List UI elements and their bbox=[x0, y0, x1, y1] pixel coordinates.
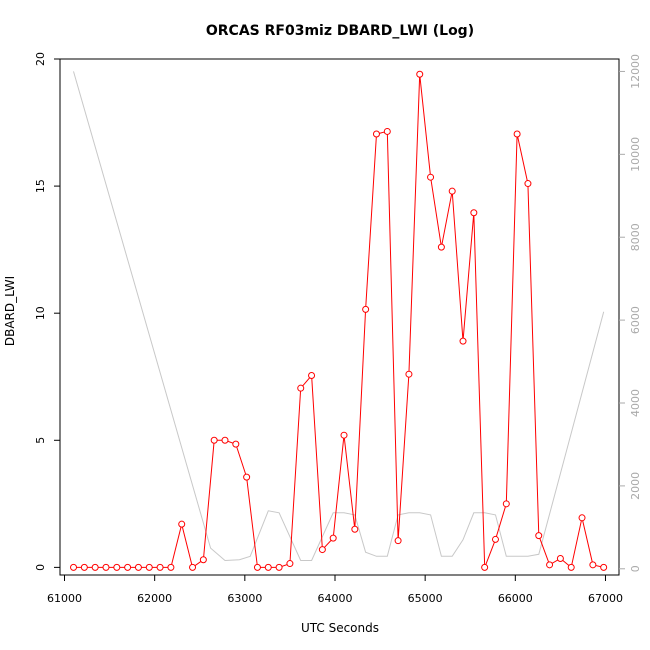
red-series-point bbox=[502, 500, 510, 508]
red-series-point bbox=[124, 563, 132, 571]
red-series-point bbox=[199, 556, 207, 564]
red-series-point bbox=[578, 514, 586, 522]
x-tick-label: 62000 bbox=[137, 592, 172, 605]
x-axis: 61000 62000 63000 64000 65000 66000 67000 bbox=[47, 575, 623, 605]
y-tick-label: 20 bbox=[34, 52, 47, 66]
red-series-point bbox=[80, 563, 88, 571]
red-series-point bbox=[318, 546, 326, 554]
red-series-point bbox=[189, 563, 197, 571]
red-series-point bbox=[589, 561, 597, 569]
red-series-point bbox=[264, 563, 272, 571]
x-tick-label: 64000 bbox=[317, 592, 352, 605]
x-tick-label: 65000 bbox=[408, 592, 443, 605]
chart-title: ORCAS RF03miz DBARD_LWI (Log) bbox=[206, 23, 474, 39]
red-series-point bbox=[286, 560, 294, 568]
y-axis: 0 5 10 15 20 bbox=[34, 52, 60, 571]
red-series-point bbox=[535, 532, 543, 540]
y2-tick-label: 2000 bbox=[629, 472, 642, 500]
red-series-point bbox=[221, 436, 229, 444]
y2-tick-label: 4000 bbox=[629, 389, 642, 417]
y-tick-label: 10 bbox=[34, 306, 47, 320]
red-series-point bbox=[340, 431, 348, 439]
red-series-point bbox=[362, 305, 370, 313]
red-series-point bbox=[351, 525, 359, 533]
red-series-point bbox=[329, 534, 337, 542]
red-series-point bbox=[178, 520, 186, 528]
red-series-point bbox=[134, 563, 142, 571]
red-series-point bbox=[308, 371, 316, 379]
red-series-point bbox=[416, 70, 424, 78]
red-series-point bbox=[372, 130, 380, 138]
red-series-point bbox=[156, 563, 164, 571]
red-series-point bbox=[524, 180, 532, 188]
red-series-point bbox=[113, 563, 121, 571]
red-series-point bbox=[481, 563, 489, 571]
y-tick-label: 5 bbox=[34, 437, 47, 444]
y2-axis: 0 2000 4000 6000 8000 10000 12000 bbox=[619, 54, 642, 572]
red-series-point bbox=[102, 563, 110, 571]
plot-frame bbox=[59, 58, 620, 576]
x-tick-label: 67000 bbox=[588, 592, 623, 605]
red-series-point bbox=[556, 554, 564, 562]
y2-tick-label: 12000 bbox=[629, 54, 642, 89]
red-series-point bbox=[437, 243, 445, 251]
red-series-point bbox=[394, 537, 402, 545]
x-axis-label: UTC Seconds bbox=[301, 621, 379, 635]
y-tick-label: 0 bbox=[34, 564, 47, 571]
red-series-point bbox=[383, 127, 391, 135]
red-series-point bbox=[513, 130, 521, 138]
y2-tick-label: 10000 bbox=[629, 137, 642, 172]
series-layer bbox=[70, 70, 608, 571]
x-tick-label: 63000 bbox=[227, 592, 262, 605]
red-series-point bbox=[470, 209, 478, 217]
red-series-point bbox=[567, 563, 575, 571]
x-tick-label: 61000 bbox=[47, 592, 82, 605]
red-series-point bbox=[491, 535, 499, 543]
red-series-line bbox=[73, 74, 604, 569]
red-series-point bbox=[232, 440, 240, 448]
y2-tick-label: 0 bbox=[629, 565, 642, 572]
red-series-point bbox=[145, 563, 153, 571]
red-series-point bbox=[275, 563, 283, 571]
gray-series-line bbox=[73, 71, 605, 562]
red-series-point bbox=[405, 370, 413, 378]
red-series-point bbox=[427, 173, 435, 181]
red-series-point bbox=[210, 436, 218, 444]
red-series-point bbox=[600, 563, 608, 571]
y-tick-label: 15 bbox=[34, 179, 47, 193]
red-series-point bbox=[546, 561, 554, 569]
y2-tick-label: 6000 bbox=[629, 306, 642, 334]
red-series-point bbox=[70, 563, 78, 571]
red-series-point bbox=[448, 187, 456, 195]
x-tick-label: 66000 bbox=[498, 592, 533, 605]
red-series-point bbox=[167, 563, 175, 571]
red-series-point bbox=[459, 337, 467, 345]
red-series-point bbox=[243, 473, 251, 481]
y-axis-label: DBARD_LWI bbox=[3, 276, 17, 346]
red-series-point bbox=[253, 563, 261, 571]
y2-tick-label: 8000 bbox=[629, 223, 642, 251]
red-series-point bbox=[91, 563, 99, 571]
red-series-point bbox=[297, 384, 305, 392]
